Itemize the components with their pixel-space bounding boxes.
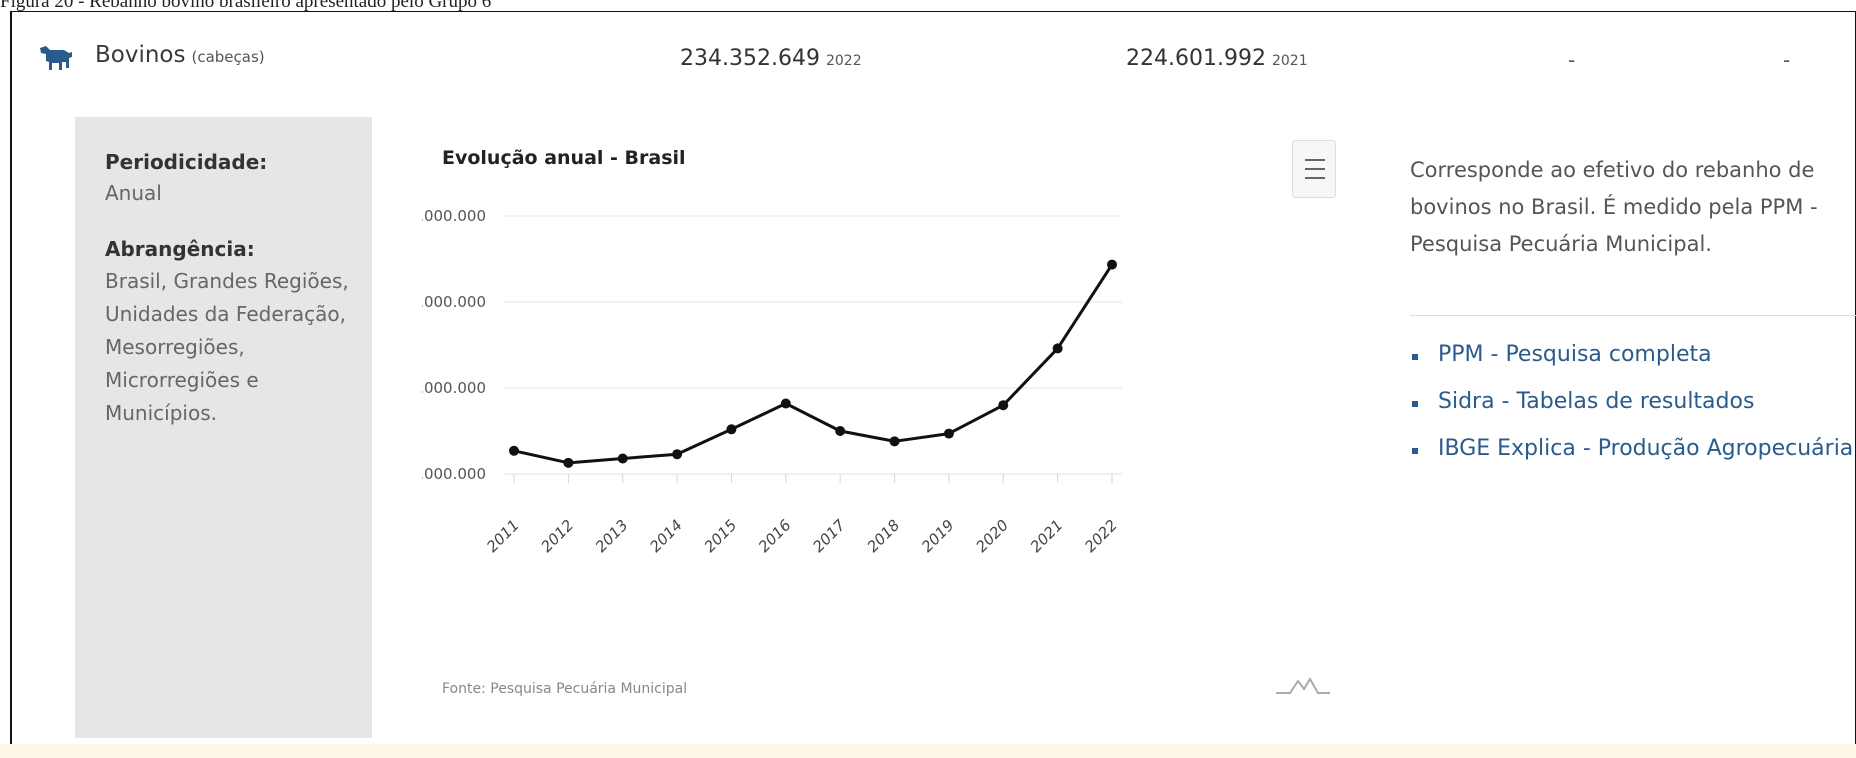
link-sidra[interactable]: Sidra - Tabelas de resultados (1412, 389, 1853, 436)
data-point (780, 398, 791, 409)
chart-title: Evolução anual - Brasil (442, 147, 686, 169)
x-tick-label: 2018 (864, 516, 904, 556)
cow-icon (40, 46, 72, 70)
data-point (835, 426, 846, 436)
link-label: PPM - Pesquisa completa (1438, 342, 1712, 367)
x-tick-label: 2022 (1081, 516, 1121, 556)
metadata-panel: Periodicidade: Anual Abrangência: Brasil… (75, 117, 372, 738)
x-tick-label: 2013 (592, 516, 632, 556)
series-line (513, 263, 1114, 465)
indicator-panel: Bovinos (cabeças) 234.352.649 2022 224.601… (10, 11, 1856, 755)
title-unit: (cabeças) (191, 48, 265, 66)
stat-previous-value: 224.601.992 (1126, 46, 1266, 71)
data-point (509, 445, 519, 456)
data-point (1052, 343, 1063, 354)
bottom-strip (0, 744, 1856, 758)
x-tick-label: 2017 (809, 516, 849, 556)
menu-icon-bar (1305, 177, 1325, 179)
x-tick-label: 2021 (1027, 516, 1067, 556)
data-point (672, 449, 683, 460)
line-chart: 210.000.000 220.000.000 230.000.000 240.000… (422, 207, 1122, 556)
x-tick-label: 2019 (918, 516, 958, 556)
x-tick-label: 2015 (701, 516, 741, 556)
y-tick-label: 220.000.000 (422, 379, 486, 397)
chart-menu-button[interactable] (1292, 140, 1336, 198)
related-links: PPM - Pesquisa completa Sidra - Tabelas … (1412, 342, 1853, 483)
indicator-title: Bovinos (cabeças) (95, 42, 265, 68)
divider (1410, 315, 1856, 316)
x-tick-label: 2012 (537, 516, 577, 556)
stat-latest-value: 234.352.649 (680, 46, 820, 71)
figure-caption: Figura 20 - Rebanho bovino brasileiro ap… (0, 0, 492, 12)
coverage-label: Abrangência: (105, 237, 255, 261)
stat-latest-year: 2022 (825, 53, 862, 69)
bullet-icon (1412, 448, 1418, 454)
chart-logo-icon (1276, 677, 1330, 694)
coverage-value: Brasil, Grandes Regiões, Unidades da Fed… (105, 269, 349, 425)
link-ibge-explica[interactable]: IBGE Explica - Produção Agropecuária (1412, 436, 1853, 483)
x-tick-label: 2014 (646, 516, 686, 556)
data-point (563, 457, 574, 468)
y-tick-label: 240.000.000 (422, 207, 486, 225)
bullet-icon (1412, 354, 1418, 360)
periodicity-value: Anual (105, 181, 162, 205)
data-point (726, 424, 737, 435)
menu-icon-bar (1305, 159, 1325, 161)
x-tick-label: 2011 (483, 516, 523, 556)
data-point (617, 453, 628, 464)
title-text: Bovinos (95, 42, 186, 68)
bullet-icon (1412, 401, 1418, 407)
stat-empty-2: - (1783, 48, 1791, 72)
periodicity-label: Periodicidade: (105, 150, 268, 174)
menu-icon-bar (1305, 168, 1325, 170)
x-tick-label: 2020 (972, 516, 1012, 556)
y-tick-label: 230.000.000 (422, 293, 486, 311)
header-row: Bovinos (cabeças) 234.352.649 2022 224.601… (12, 12, 1855, 112)
link-ppm[interactable]: PPM - Pesquisa completa (1412, 342, 1853, 389)
chart-source: Fonte: Pesquisa Pecuária Municipal (442, 681, 688, 697)
y-tick-label: 210.000.000 (422, 465, 486, 483)
link-label: Sidra - Tabelas de resultados (1438, 389, 1755, 414)
stat-previous: 224.601.992 2021 (1126, 46, 1308, 71)
stat-latest: 234.352.649 2022 (680, 46, 862, 71)
data-point (943, 428, 954, 439)
data-point (889, 436, 900, 447)
x-tick-label: 2016 (755, 516, 795, 556)
stat-previous-year: 2021 (1271, 53, 1308, 69)
link-label: IBGE Explica - Produção Agropecuária (1438, 436, 1854, 461)
data-point (1107, 259, 1117, 270)
stat-empty-1: - (1568, 48, 1576, 72)
indicator-description: Corresponde ao efetivo do rebanho de bov… (1410, 158, 1818, 256)
data-point (998, 400, 1009, 411)
